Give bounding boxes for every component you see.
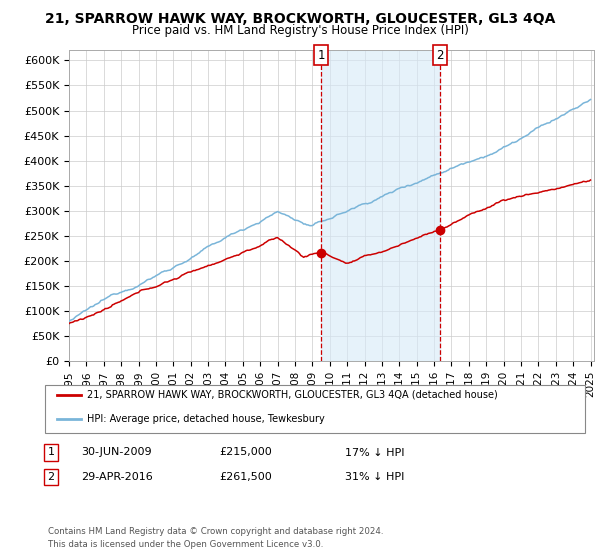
Text: This data is licensed under the Open Government Licence v3.0.: This data is licensed under the Open Gov…	[48, 540, 323, 549]
Text: Price paid vs. HM Land Registry's House Price Index (HPI): Price paid vs. HM Land Registry's House …	[131, 24, 469, 37]
Text: 30-JUN-2009: 30-JUN-2009	[81, 447, 152, 458]
Text: 1: 1	[317, 49, 325, 62]
Text: 17% ↓ HPI: 17% ↓ HPI	[345, 447, 404, 458]
Text: 2: 2	[47, 472, 55, 482]
Text: 21, SPARROW HAWK WAY, BROCKWORTH, GLOUCESTER, GL3 4QA: 21, SPARROW HAWK WAY, BROCKWORTH, GLOUCE…	[45, 12, 555, 26]
Text: £261,500: £261,500	[219, 472, 272, 482]
Text: Contains HM Land Registry data © Crown copyright and database right 2024.: Contains HM Land Registry data © Crown c…	[48, 528, 383, 536]
Text: 21, SPARROW HAWK WAY, BROCKWORTH, GLOUCESTER, GL3 4QA (detached house): 21, SPARROW HAWK WAY, BROCKWORTH, GLOUCE…	[87, 390, 498, 400]
Text: HPI: Average price, detached house, Tewkesbury: HPI: Average price, detached house, Tewk…	[87, 414, 325, 424]
Text: 2: 2	[436, 49, 443, 62]
Text: 1: 1	[47, 447, 55, 458]
Text: 31% ↓ HPI: 31% ↓ HPI	[345, 472, 404, 482]
Text: 29-APR-2016: 29-APR-2016	[81, 472, 153, 482]
Text: £215,000: £215,000	[219, 447, 272, 458]
